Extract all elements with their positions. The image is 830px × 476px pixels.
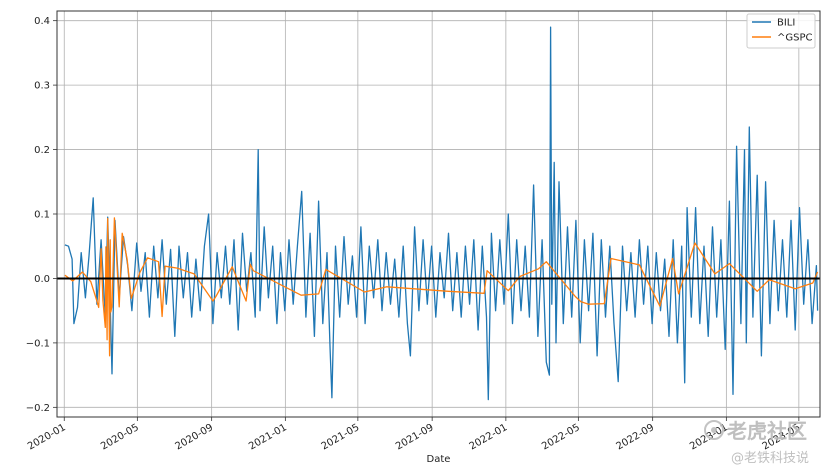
watermark-author: @老铁科技说: [731, 451, 809, 466]
x-axis-label: Date: [427, 454, 451, 465]
x-tick-label: 2022-09: [614, 422, 656, 452]
x-tick-label: 2020-05: [99, 422, 141, 452]
y-tick-label: 0.2: [34, 145, 50, 156]
legend-label-bili: BILI: [777, 18, 795, 29]
y-tick-label: 0.0: [34, 274, 50, 285]
y-tick-label: −0.1: [26, 338, 50, 349]
tiger-logo-eye-icon: [711, 427, 717, 433]
legend: BILI ^GSPC: [746, 13, 816, 49]
watermark: 老虎社区 @老铁科技说: [704, 419, 809, 466]
x-tick-label: 2022-05: [540, 422, 582, 452]
x-axis: 2020-01 2020-05 2020-09 2021-01 2021-05 2021-…: [26, 417, 802, 452]
legend-label-gspc: ^GSPC: [777, 33, 813, 44]
y-tick-label: 0.4: [34, 16, 50, 27]
series-line-bili: [64, 26, 819, 401]
x-tick-label: 2020-09: [173, 422, 215, 452]
tiger-logo-icon: [704, 420, 724, 440]
y-tick-label: 0.3: [34, 81, 50, 92]
x-tick-label: 2021-01: [247, 422, 289, 452]
series-line-gspc: [64, 217, 819, 357]
grid: [57, 11, 820, 417]
watermark-brand: 老虎社区: [727, 419, 807, 443]
y-axis: 0.4 0.3 0.2 0.1 0.0 −0.1 −0.2: [26, 16, 57, 414]
y-tick-label: −0.2: [26, 403, 50, 414]
x-tick-label: 2022-01: [468, 422, 510, 452]
series-layer: [64, 26, 819, 401]
x-tick-label: 2021-09: [394, 422, 436, 452]
x-tick-label: 2021-05: [320, 422, 362, 452]
x-tick-label: 2020-01: [26, 422, 68, 452]
y-tick-label: 0.1: [34, 210, 50, 221]
